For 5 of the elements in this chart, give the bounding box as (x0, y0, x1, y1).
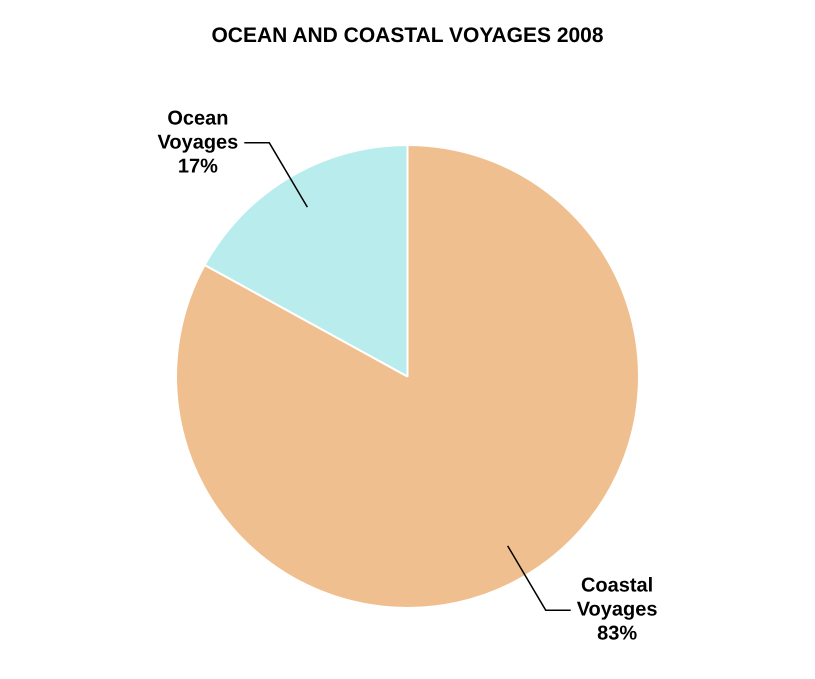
slice-label: Coastal Voyages (576, 574, 658, 621)
slice-label: Ocean Voyages (158, 107, 238, 154)
data-label: 17% (178, 155, 218, 178)
chart-title: OCEAN AND COASTAL VOYAGES 2008 (210, 23, 605, 49)
data-label: 83% (597, 622, 638, 645)
